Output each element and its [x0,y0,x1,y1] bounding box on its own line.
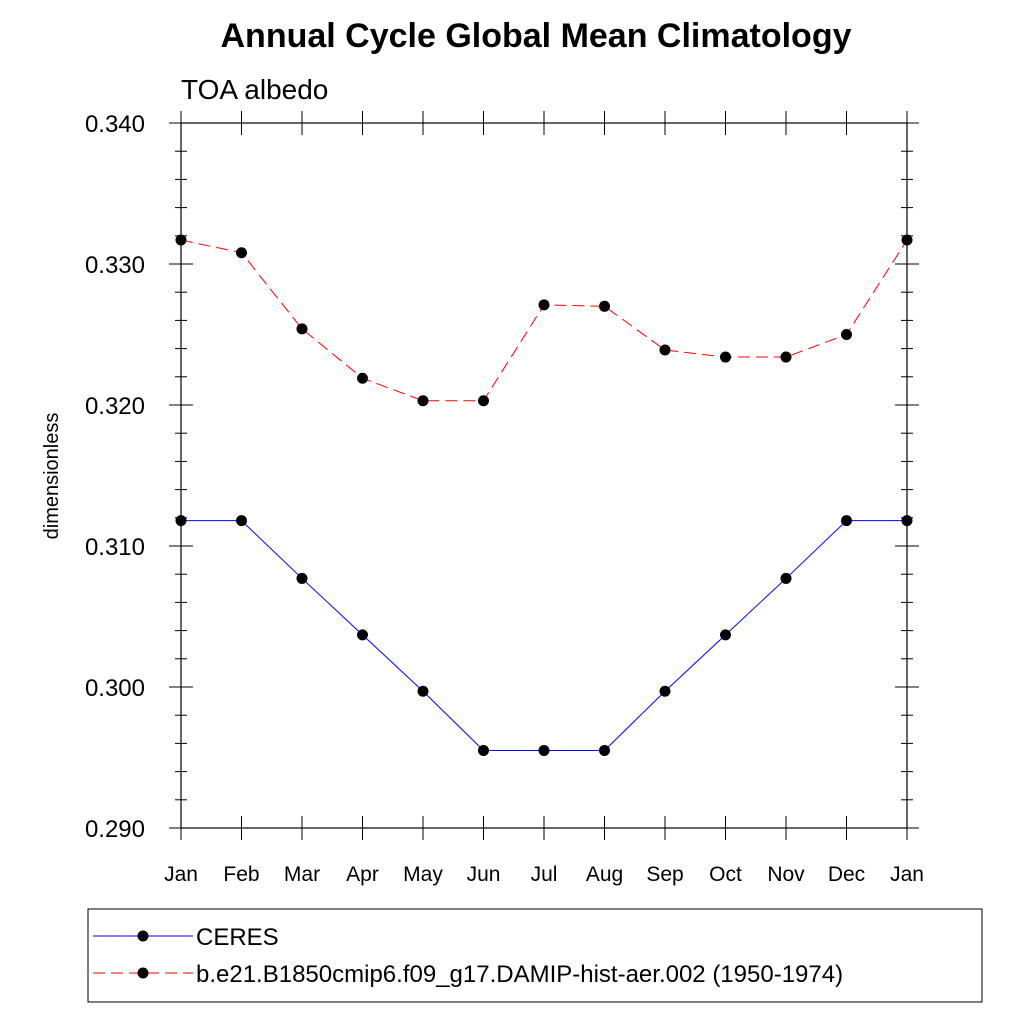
plot-frame [180,122,908,829]
series-line-1 [181,520,907,751]
y-tick-labels: 0.290 0.300 0.310 0.320 0.330 0.340 [85,111,145,843]
series-1-point [841,515,852,527]
series-1-point [296,572,308,584]
legend-label-1: CERES [196,924,279,951]
x-tick-label: Oct [709,863,742,886]
x-tick-label: Nov [767,863,805,886]
x-tick-label: Jul [531,863,558,886]
series-1-point [780,572,792,584]
series-2-point [901,234,913,246]
series-2-point [659,344,671,356]
y-tick-label: 0.320 [85,393,145,420]
series-2-point [236,247,247,259]
chart-subtitle: TOA albedo [181,74,328,105]
y-tick-label: 0.340 [85,111,145,138]
series-2-point [780,351,792,363]
x-tick-label: Aug [586,863,623,886]
chart-title: Annual Cycle Global Mean Climatology [221,17,852,55]
legend-box [87,908,983,1003]
x-tick-labels: Jan Feb Mar Apr May Jun Jul Aug Sep Oct Nov Dec Jan [164,863,924,886]
series-1-point [901,515,913,527]
y-tick-label: 0.290 [85,816,145,843]
series-2-point [599,300,610,312]
legend-marker-2 [137,967,149,979]
series-1-point [357,629,368,641]
series-2-point [478,395,489,407]
x-tick-label: May [403,863,443,886]
series-2-point [417,395,429,407]
legend: CERES b.e21.B1850cmip6.f09_g17.DAMIP-hist… [93,924,843,988]
axis-ticks [169,111,919,840]
series-1-point [175,515,187,527]
x-tick-label: Feb [223,863,259,886]
y-tick-label: 0.300 [85,675,145,702]
series-2-point [538,299,550,311]
series-2-point [720,351,731,363]
series-1-point [538,744,550,756]
x-tick-label: Jan [164,863,198,886]
series-2-point [357,372,368,384]
series-line-2 [180,239,908,402]
series-2-point [841,329,852,340]
y-axis-label: dimensionless [41,413,63,540]
x-tick-label: Jun [467,863,501,886]
series-1-point [417,685,429,697]
series-1-point [720,629,731,641]
x-tick-label: Dec [828,863,865,886]
series-1-point [599,744,610,756]
x-tick-label: Apr [346,863,379,886]
series-1-point [659,685,671,697]
x-tick-label: Jan [890,863,924,886]
series-2-point [296,323,308,335]
legend-marker-1 [137,930,149,942]
legend-label-2: b.e21.B1850cmip6.f09_g17.DAMIP-hist-aer.… [196,961,843,988]
y-tick-label: 0.310 [85,534,145,561]
x-tick-label: Sep [646,863,683,886]
series-layer [175,234,913,756]
series-1-point [236,515,247,527]
series-1-point [478,744,489,756]
y-tick-label: 0.330 [85,252,145,279]
x-tick-label: Mar [284,863,320,886]
series-2-point [175,234,187,246]
